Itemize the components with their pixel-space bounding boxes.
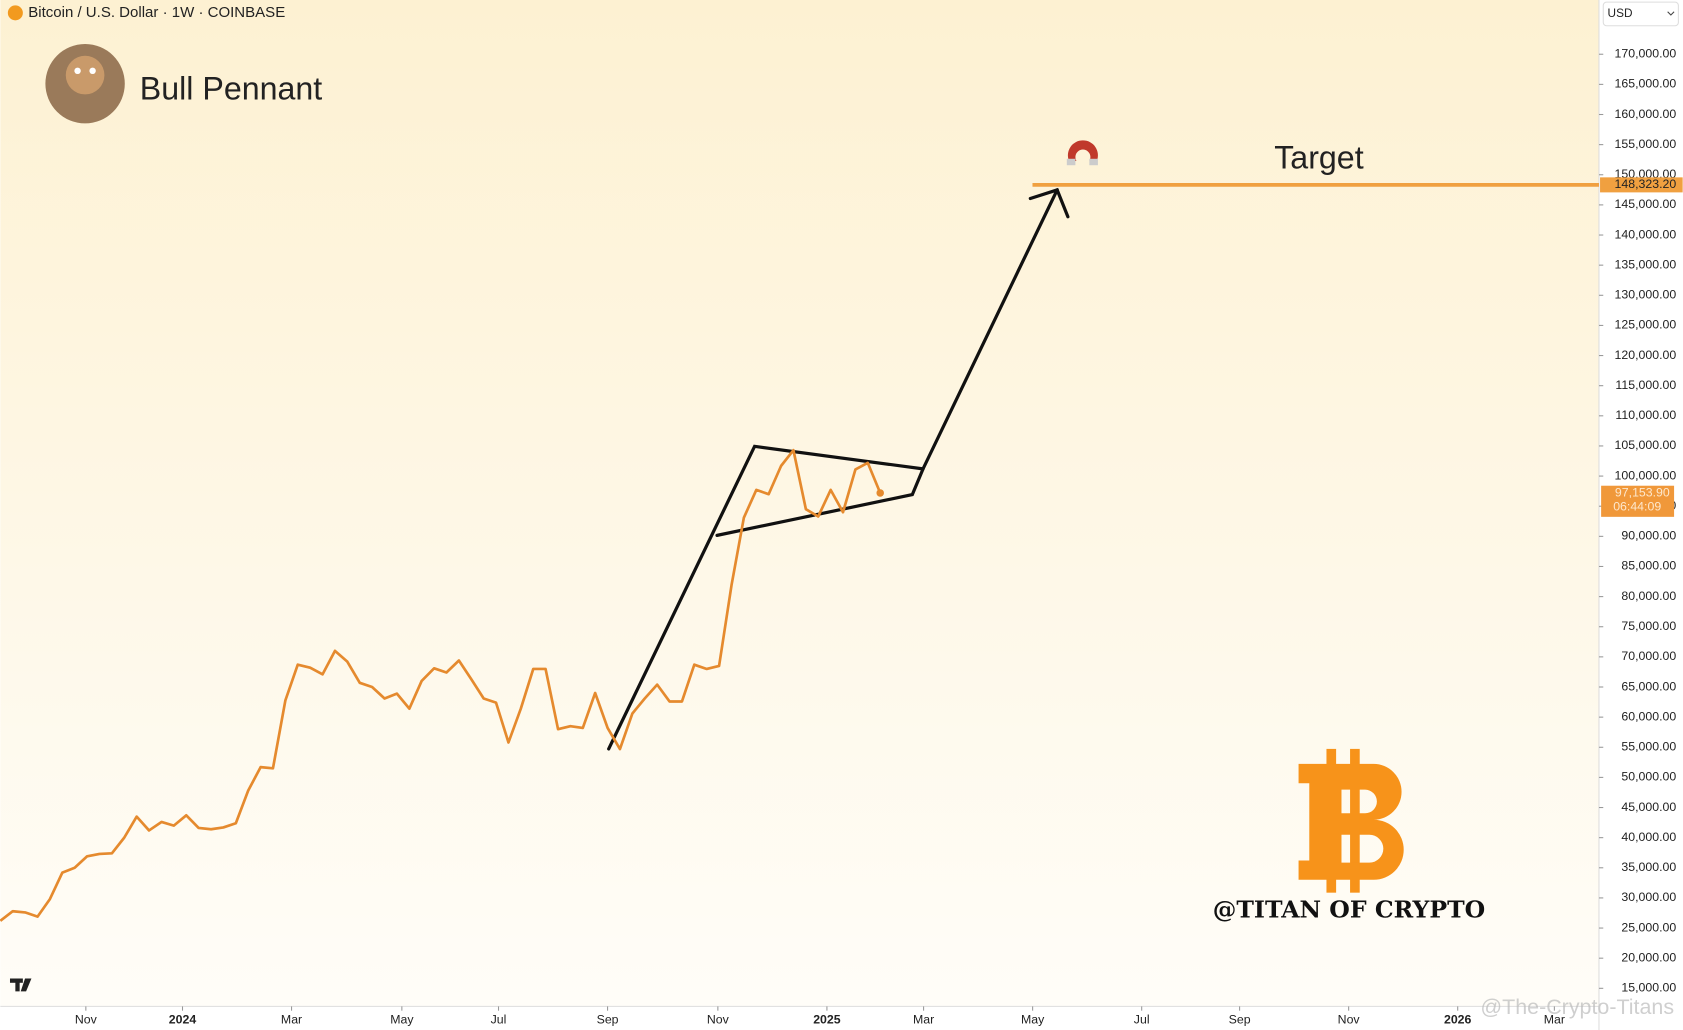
watermark: @The-Crypto-Titans [1480, 995, 1674, 1019]
x-tick-label: Mar [913, 1013, 934, 1027]
x-tick-label: Sep [597, 1013, 619, 1027]
target-label: Target [1274, 140, 1363, 176]
y-tick-label: 20,000.00 [1621, 950, 1676, 964]
y-tick-label: 125,000.00 [1615, 318, 1677, 332]
y-tick-label: 90,000.00 [1621, 529, 1676, 543]
magnet-tip [1089, 158, 1098, 166]
price-line [0, 448, 882, 922]
last-price-label: 97,153.90 [1615, 485, 1670, 499]
dropdown-caret [1667, 11, 1675, 16]
logo-b [1298, 763, 1404, 880]
y-tick-label: 15,000.00 [1621, 981, 1676, 995]
time-axis-panel [0, 1006, 1599, 1030]
y-tick-label: 140,000.00 [1615, 227, 1677, 241]
handle: @TITAN OF CRYPTO [1213, 895, 1485, 923]
y-tick-label: 30,000.00 [1621, 890, 1676, 904]
y-tick-label: 110,000.00 [1615, 408, 1676, 422]
tv-logo-part [15, 978, 20, 992]
y-tick-label: 155,000.00 [1615, 137, 1677, 151]
x-tick-label: Nov [75, 1013, 98, 1027]
magnet-icon [1067, 140, 1098, 161]
avatar-eye [74, 67, 81, 75]
currency-label: USD [1608, 6, 1633, 20]
y-tick-label: 170,000.00 [1615, 46, 1677, 60]
y-tick-label: 105,000.00 [1615, 438, 1677, 452]
x-tick-label: 2024 [169, 1013, 197, 1027]
arrow-head [1028, 187, 1070, 219]
y-tick-label: 45,000.00 [1621, 800, 1676, 814]
y-tick-label: 75,000.00 [1621, 619, 1676, 633]
annotation-title: Bull Pennant [140, 71, 323, 107]
y-tick-label: 80,000.00 [1621, 589, 1676, 603]
x-tick-label: 2026 [1444, 1013, 1472, 1027]
last-price-box [1601, 485, 1675, 517]
y-tick-label: 60,000.00 [1621, 709, 1676, 723]
magnet-tip [1066, 158, 1076, 166]
x-tick-label: May [390, 1013, 414, 1027]
avatar-eye [89, 67, 96, 75]
tv-logo [9, 978, 32, 992]
x-tick-label: Nov [707, 1013, 730, 1027]
y-tick-label: 145,000.00 [1615, 197, 1677, 211]
y-tick-label: 25,000.00 [1621, 920, 1676, 934]
y-tick-label: 120,000.00 [1615, 348, 1677, 362]
y-tick-label: 65,000.00 [1621, 679, 1676, 693]
y-tick-label: 50,000.00 [1621, 770, 1676, 784]
countdown-label: 06:44:09 [1613, 499, 1661, 513]
bitcoin-logo [1298, 748, 1404, 893]
chart-title: Bitcoin / U.S. Dollar · 1W · COINBASE [28, 4, 285, 21]
y-tick-label: 55,000.00 [1621, 740, 1676, 754]
y-tick-label: 160,000.00 [1615, 107, 1677, 121]
tv-logo-part [25, 978, 30, 983]
last-point [876, 489, 884, 497]
y-tick-label: 165,000.00 [1615, 77, 1677, 91]
y-tick-label: 115,000.00 [1615, 378, 1676, 392]
x-tick-label: 2025 [813, 1013, 841, 1027]
btc-icon [7, 5, 23, 21]
x-tick-label: Jul [1134, 1013, 1150, 1027]
currency-select[interactable] [1602, 1, 1679, 27]
avatar-face [65, 55, 105, 95]
y-tick-label: 135,000.00 [1615, 257, 1677, 271]
y-tick-label: 70,000.00 [1621, 649, 1676, 663]
y-tick-label: 40,000.00 [1621, 830, 1676, 844]
y-tick-label: 85,000.00 [1621, 559, 1676, 573]
x-tick-label: Sep [1229, 1013, 1251, 1027]
y-tick-label: 100,000.00 [1615, 468, 1677, 482]
target-price-box [1600, 177, 1683, 193]
x-tick-label: May [1021, 1013, 1045, 1027]
pennant-upper [607, 444, 925, 751]
y-tick-label: 130,000.00 [1615, 288, 1677, 302]
target-price-label: 148,323.20 [1615, 177, 1677, 191]
x-tick-label: Mar [1544, 1013, 1565, 1027]
x-tick-label: Jul [491, 1013, 507, 1027]
y-tick-label: 35,000.00 [1621, 860, 1676, 874]
x-tick-label: Nov [1338, 1013, 1361, 1027]
x-tick-label: Mar [281, 1013, 302, 1027]
